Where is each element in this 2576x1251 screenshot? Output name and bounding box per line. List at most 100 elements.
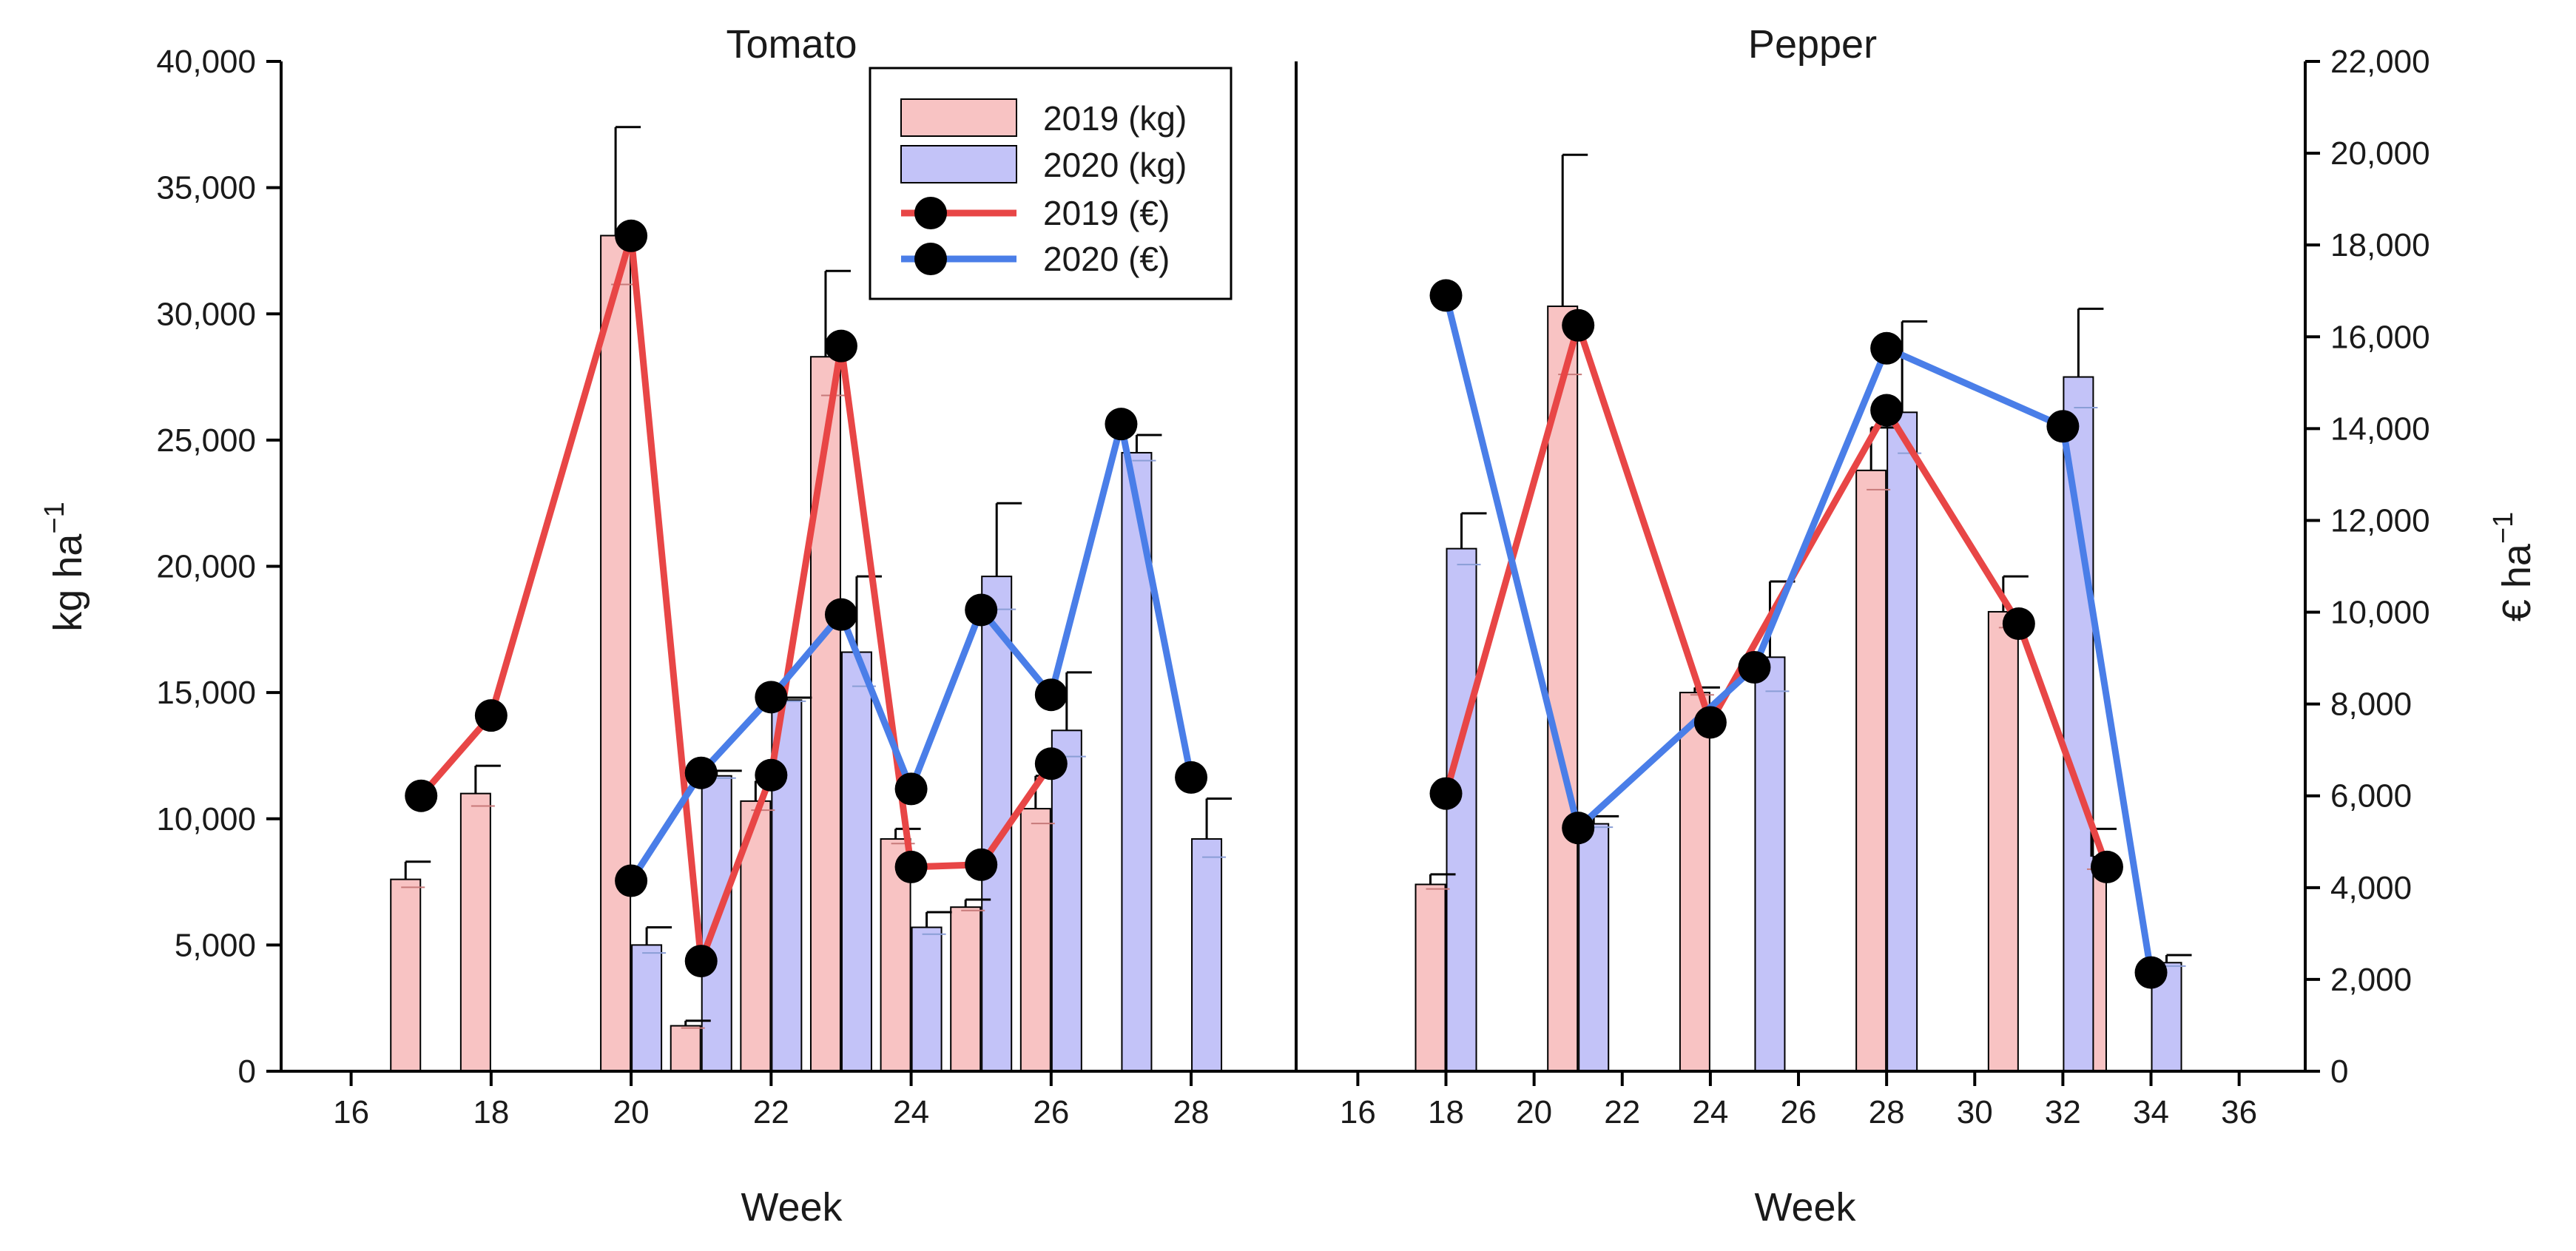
tomato-x-tick-label: 22 (753, 1094, 789, 1130)
pepper-x-axis-label: Week (1754, 1185, 1856, 1230)
pepper-panel-title: Pepper (1748, 22, 1877, 67)
pepper-bar-2019-kg (1679, 692, 1710, 1072)
tomato-bar-2019-kg (390, 878, 422, 1073)
tomato-marker-2020-eur (1105, 408, 1138, 441)
pepper-bar-2019-kg (1855, 469, 1887, 1072)
pepper-x-tick-label: 26 (1781, 1094, 1817, 1130)
right-y-tick-label: 2,000 (2330, 962, 2412, 998)
tomato-bar-2020-kg (911, 926, 943, 1073)
svg-text:kg ha−1: kg ha−1 (39, 502, 90, 631)
tomato-x-tick-label: 28 (1173, 1094, 1210, 1130)
legend-marker-2020-eur (914, 243, 947, 275)
tomato-bar-2020-kg (840, 651, 872, 1072)
tomato-x-tick-label: 18 (473, 1094, 509, 1130)
tomato-marker-2020-eur (684, 756, 718, 789)
pepper-marker-2020-eur (1562, 812, 1595, 845)
tomato-x-tick-label: 26 (1033, 1094, 1069, 1130)
left-y-tick-label: 35,000 (156, 170, 256, 206)
pepper-bar-2020-kg (1446, 547, 1477, 1072)
right-y-tick-label: 0 (2330, 1053, 2348, 1090)
tomato-x-axis-label: Week (741, 1185, 843, 1230)
tomato-marker-2020-eur (615, 864, 648, 897)
tomato-marker-2020-eur (965, 593, 998, 627)
left-y-axis-label: kg ha−1 (39, 502, 90, 631)
legend-label-2019-kg: 2019 (kg) (1043, 99, 1187, 138)
right-y-tick-label: 8,000 (2330, 687, 2412, 723)
pepper-marker-2020-eur (2134, 956, 2168, 989)
pepper-x-tick-label: 36 (2221, 1094, 2257, 1130)
tomato-marker-2020-eur (894, 772, 928, 806)
left-y-tick-label: 30,000 (156, 296, 256, 332)
pepper-x-tick-label: 28 (1869, 1094, 1905, 1130)
left-y-tick-label: 20,000 (156, 549, 256, 585)
tomato-marker-2020-eur (755, 681, 788, 714)
pepper-x-tick-label: 22 (1604, 1094, 1640, 1130)
tomato-bar-2019-kg (809, 356, 841, 1072)
tomato-panel-title: Tomato (726, 22, 857, 67)
tomato-marker-2019-eur (824, 329, 857, 363)
right-y-tick-label: 12,000 (2330, 502, 2430, 539)
pepper-bar-2020-kg (1754, 656, 1786, 1072)
right-y-tick-label: 16,000 (2330, 319, 2430, 355)
right-y-tick-label: 20,000 (2330, 135, 2430, 172)
tomato-marker-2019-eur (684, 945, 718, 978)
legend-label-2020-kg: 2020 (kg) (1043, 146, 1187, 184)
pepper-x-tick-label: 18 (1428, 1094, 1464, 1130)
tomato-marker-2019-eur (615, 219, 648, 252)
tomato-bar-2019-kg (950, 906, 982, 1072)
tomato-marker-2019-eur (755, 758, 788, 792)
right-y-tick-label: 14,000 (2330, 411, 2430, 447)
tomato-x-tick-label: 20 (613, 1094, 650, 1130)
left-y-tick-label: 40,000 (156, 44, 256, 80)
tomato-bar-2020-kg (1191, 838, 1223, 1073)
right-y-axis-label-text: € ha (2495, 543, 2539, 621)
pepper-marker-2019-eur (2002, 607, 2035, 641)
markers-layer (405, 219, 2168, 989)
tomato-line-2019-eur (417, 232, 1055, 965)
tomato-x-tick-label: 24 (893, 1094, 929, 1130)
pepper-marker-2020-eur (1738, 651, 1771, 684)
pepper-bar-2020-kg (2063, 376, 2094, 1072)
pepper-bar-2020-kg (1578, 823, 1610, 1072)
pepper-x-tick-label: 20 (1516, 1094, 1552, 1130)
pepper-marker-2020-eur (1870, 331, 1904, 365)
right-y-tick-label: 6,000 (2330, 778, 2412, 815)
pepper-bar-2019-kg (1987, 610, 2019, 1072)
tomato-marker-2019-eur (474, 699, 508, 732)
tomato-bar-2020-kg (1051, 729, 1082, 1072)
tomato-marker-2019-eur (965, 848, 998, 881)
pepper-marker-2019-eur (1693, 706, 1727, 739)
pepper-bar-2019-kg (1547, 306, 1579, 1073)
pepper-x-tick-label: 30 (1957, 1094, 1993, 1130)
legend-swatch-2020-kg (900, 145, 1017, 183)
tomato-bar-2019-kg (1019, 808, 1051, 1072)
right-y-tick-label: 22,000 (2330, 44, 2430, 80)
pepper-marker-2020-eur (1429, 279, 1463, 312)
left-y-tick-label: 15,000 (156, 675, 256, 711)
pepper-marker-2019-eur (1870, 394, 1904, 427)
left-y-tick-label: 25,000 (156, 422, 256, 459)
pepper-marker-2020-eur (2046, 410, 2080, 443)
left-y-tick-label: 0 (238, 1053, 256, 1090)
pepper-marker-2019-eur (2090, 850, 2123, 883)
right-y-axis-label-superscript: −1 (2488, 512, 2519, 544)
tomato-x-tick-label: 16 (333, 1094, 369, 1130)
right-y-tick-label: 10,000 (2330, 595, 2430, 631)
pepper-marker-2019-eur (1562, 308, 1595, 342)
tomato-marker-2019-eur (405, 779, 438, 812)
pepper-line-2020-eur (1443, 291, 2155, 977)
tomato-bar-2020-kg (631, 944, 663, 1072)
legend-marker-2019-eur (914, 197, 947, 229)
ticks-layer: 0 5,000 10,000 15,000 20,000 25,000 30,000 35,0… (156, 44, 2430, 1130)
pepper-x-tick-label: 16 (1340, 1094, 1376, 1130)
tomato-bar-2019-kg (600, 235, 632, 1072)
tomato-marker-2020-eur (1175, 761, 1208, 794)
tomato-marker-2019-eur (1034, 747, 1068, 780)
right-y-tick-label: 18,000 (2330, 227, 2430, 263)
left-y-axis-label-superscript: −1 (39, 502, 70, 533)
pepper-x-tick-label: 32 (2045, 1094, 2081, 1130)
right-y-tick-label: 4,000 (2330, 870, 2412, 906)
left-y-tick-label: 10,000 (156, 801, 256, 837)
pepper-marker-2019-eur (1429, 777, 1463, 810)
